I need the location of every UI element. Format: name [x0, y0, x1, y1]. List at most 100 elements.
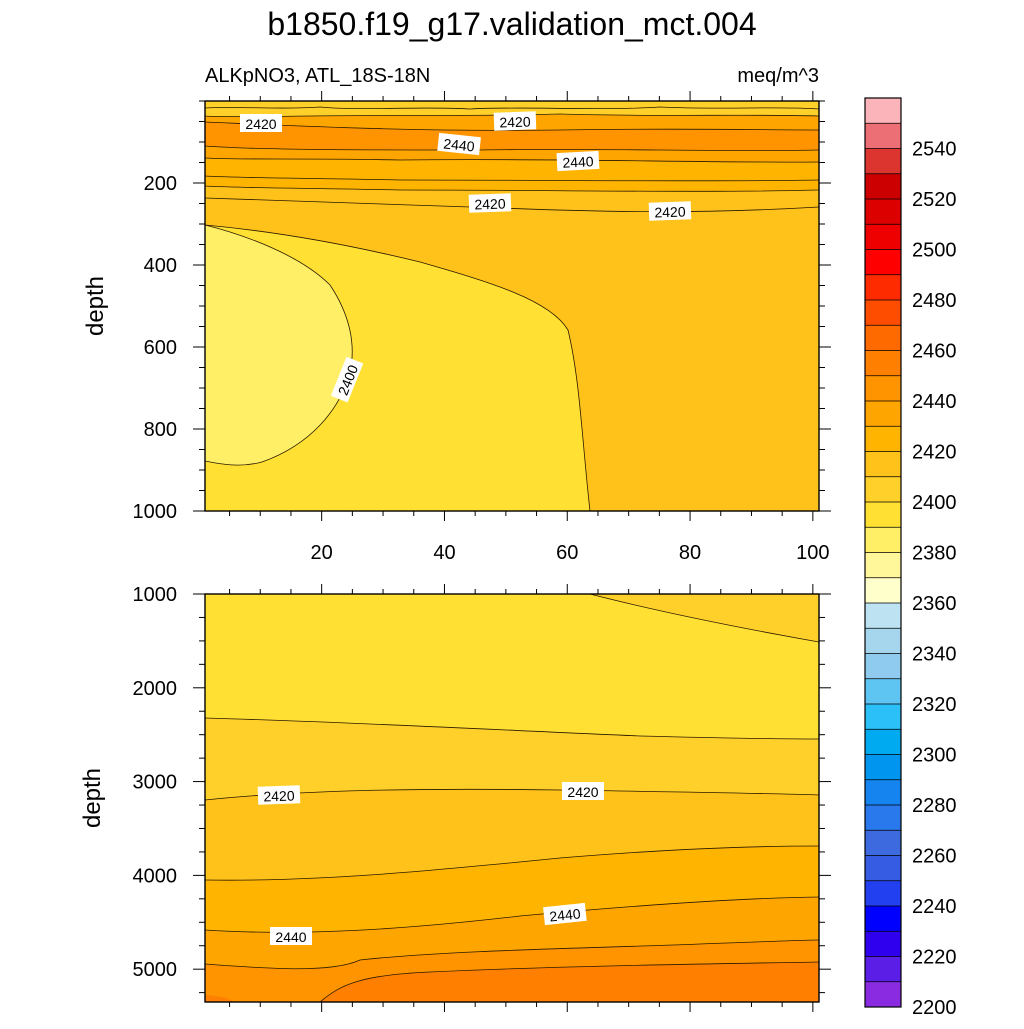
colorbar-label: 2480	[912, 290, 957, 312]
contour-label: 2420	[468, 193, 512, 213]
x-tick-label: 20	[311, 542, 333, 564]
contour-label: 2420	[493, 111, 537, 131]
contour-label-box	[437, 132, 481, 156]
colorbar-swatch	[865, 199, 901, 225]
colorbar-swatch	[865, 451, 901, 478]
y-tick-label: 1000	[133, 584, 178, 606]
contour-label-box	[493, 111, 537, 131]
contour-label-box	[648, 201, 692, 221]
contour-label: 2420	[240, 114, 282, 132]
colorbar-swatch	[865, 981, 901, 1008]
colorbar-swatch	[865, 729, 901, 755]
x-tick-label: 80	[679, 542, 701, 564]
contour-label-text: 2440	[443, 135, 476, 154]
colorbar-swatch	[865, 274, 901, 301]
colorbar-swatch	[865, 830, 901, 856]
colorbar-label: 2460	[912, 341, 957, 363]
colorbar-label: 2420	[912, 442, 957, 464]
lower-bottom-patch	[205, 995, 235, 1002]
contour-label-box	[556, 150, 600, 172]
colorbar-label: 2400	[912, 492, 957, 514]
upper-surface-band	[205, 101, 819, 117]
lower-band-2410-2420-topright	[590, 594, 819, 642]
contour-label-text: 2440	[562, 153, 594, 171]
colorbar-swatch	[865, 224, 901, 250]
colorbar-swatch	[865, 880, 901, 907]
lower-y-axis-label: depth	[79, 768, 106, 828]
contour-label: 2420	[257, 785, 301, 805]
colorbar-swatch	[865, 375, 901, 402]
contour-label: 2440	[543, 902, 587, 926]
colorbar-swatch	[865, 502, 901, 528]
colorbar-swatch	[865, 426, 901, 452]
colorbar: 2540 2520 2500 2480 2460 2440 2420 2400 2380 2360…	[864, 97, 957, 1019]
contour-label: 2440	[556, 150, 600, 172]
y-tick-label: 400	[144, 255, 177, 277]
colorbar-swatch	[865, 906, 901, 932]
colorbar-swatch	[865, 805, 901, 831]
contour-label-text: 2420	[263, 787, 295, 804]
upper-band-2430-2440	[205, 158, 819, 181]
y-tick-label: 2000	[133, 678, 178, 700]
x-tick-label: 40	[433, 542, 455, 564]
upper-band-2400-2410	[205, 225, 353, 466]
contour-label-box	[257, 785, 301, 805]
colorbar-label: 2200	[912, 997, 957, 1019]
colorbar-swatch	[865, 148, 901, 175]
colorbar-label: 2440	[912, 391, 957, 413]
colorbar-swatch	[865, 300, 901, 326]
colorbar-label: 2300	[912, 745, 957, 767]
colorbar-swatch	[865, 249, 901, 276]
colorbar-swatch	[865, 628, 901, 654]
colorbar-swatch	[865, 779, 901, 806]
colorbar-label: 2520	[912, 189, 957, 211]
colorbar-swatch	[865, 527, 901, 553]
upper-band-2430-shallow	[205, 176, 819, 192]
contour-label-box	[330, 356, 364, 403]
colorbar-swatch	[865, 754, 901, 781]
contour-label-box	[468, 193, 512, 213]
y-tick-label: 600	[144, 337, 177, 359]
contour-label-box	[562, 782, 604, 800]
upper-y-axis-label: depth	[82, 276, 109, 336]
colorbar-label: 2320	[912, 694, 957, 716]
colorbar-swatch	[865, 173, 901, 200]
contour-label-text: 2420	[499, 113, 531, 130]
lower-contour-label-group: 2420 2420 2440 2440	[257, 782, 604, 945]
colorbar-label: 2380	[912, 543, 957, 565]
y-tick-label: 5000	[133, 959, 178, 981]
y-tick-label: 3000	[133, 772, 178, 794]
chart-subtitle-left: ALKpNO3, ATL_18S-18N	[205, 65, 430, 87]
chart-title: b1850.f19_g17.validation_mct.004	[267, 6, 756, 42]
x-tick-label: 100	[796, 542, 829, 564]
contour-label: 2420	[648, 201, 692, 221]
colorbar-label: 2240	[912, 896, 957, 918]
colorbar-label: 2220	[912, 947, 957, 969]
colorbar-frame	[864, 97, 902, 1008]
colorbar-label: 2360	[912, 593, 957, 615]
colorbar-swatch	[865, 704, 901, 730]
colorbar-swatch	[865, 603, 901, 629]
colorbar-swatch	[865, 476, 901, 503]
contour-label: 2440	[270, 927, 312, 945]
y-tick-label: 1000	[133, 501, 178, 523]
colorbar-label: 2500	[912, 240, 957, 262]
colorbar-swatch	[865, 98, 901, 124]
upper-ticks: 20 40 60 80 100 200 400 600 800 1000	[133, 91, 831, 564]
colorbar-label: 2340	[912, 644, 957, 666]
y-tick-label: 4000	[133, 865, 178, 887]
contour-label-text: 2420	[654, 203, 686, 220]
colorbar-swatch	[865, 678, 901, 705]
contour-label-box	[270, 927, 312, 945]
colorbar-swatch	[865, 577, 901, 604]
contour-label-text: 2440	[275, 929, 306, 945]
contour-label-box	[240, 114, 282, 132]
contour-label-box	[543, 902, 587, 926]
colorbar-swatch	[865, 552, 901, 579]
lower-panel	[205, 594, 819, 1002]
colorbar-swatch	[865, 653, 901, 680]
upper-panel	[205, 101, 819, 511]
lower-ticks: 1000 2000 3000 4000 5000	[133, 584, 831, 1012]
